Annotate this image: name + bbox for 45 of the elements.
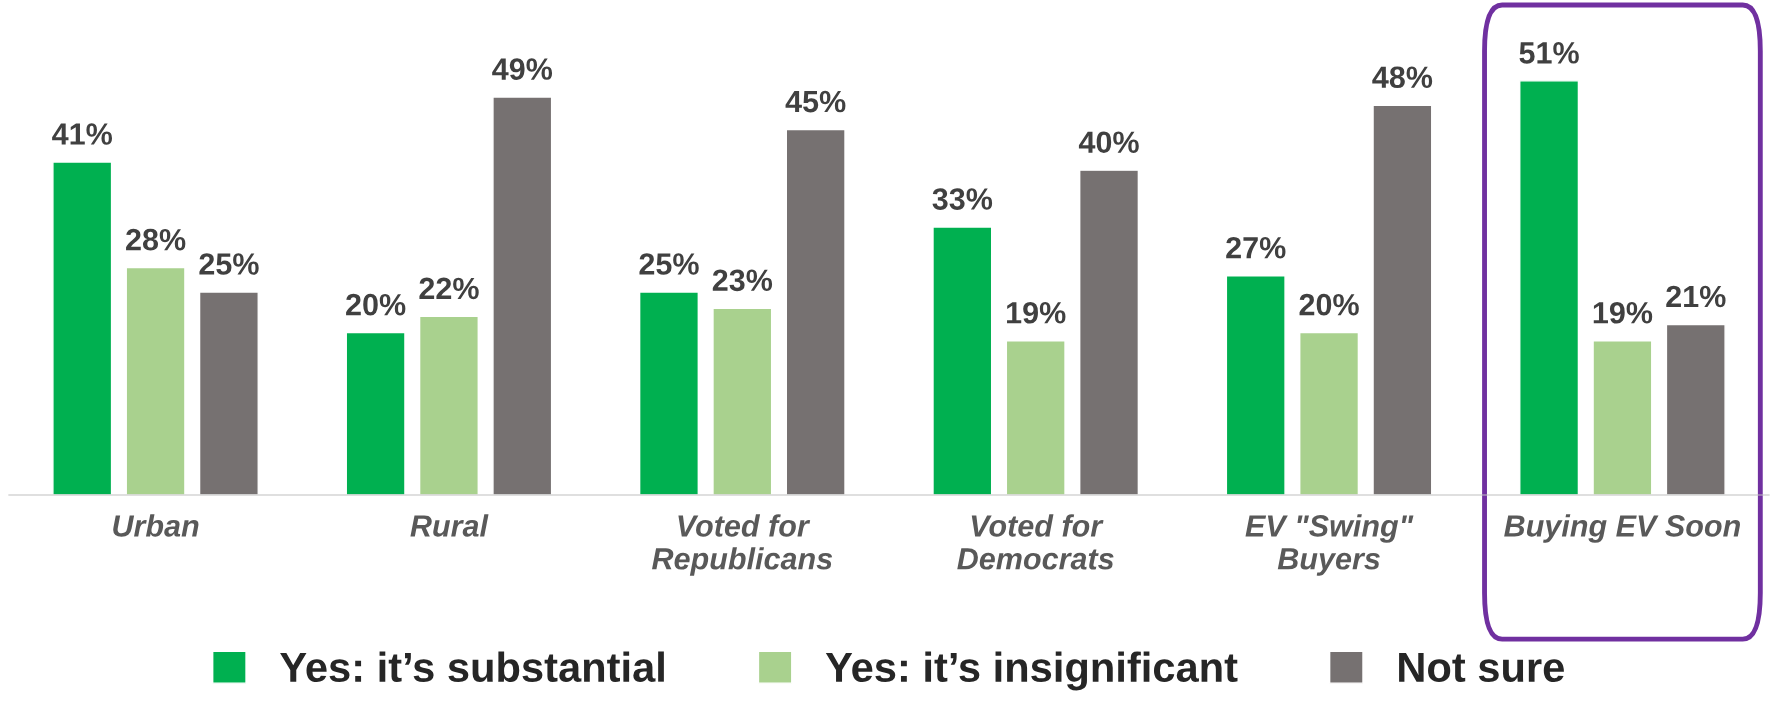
data-label: 40%: [1078, 131, 1139, 154]
legend-label: Yes: it’s insignificant: [825, 651, 1238, 691]
bar: [1665, 323, 1726, 496]
bar: [1372, 104, 1433, 496]
data-label: 48%: [1372, 66, 1433, 89]
bar: [1078, 169, 1140, 496]
bar: [198, 291, 259, 496]
bar: [1592, 340, 1653, 496]
data-label: 25%: [199, 253, 259, 275]
data-label: 27%: [1226, 236, 1286, 259]
bar: [932, 226, 993, 496]
data-label: 19%: [1593, 301, 1653, 324]
data-label: 41%: [52, 123, 113, 145]
data-label: 49%: [492, 58, 553, 80]
data-label: 28%: [126, 228, 186, 251]
data-label: 19%: [1007, 301, 1066, 324]
data-label: 45%: [785, 90, 846, 113]
data-label: 23%: [712, 269, 773, 292]
x-tick-label: Buying EV Soon: [1504, 514, 1740, 543]
data-label: 22%: [419, 277, 479, 300]
bar: [638, 291, 700, 496]
bar: [1225, 275, 1286, 496]
bar: [125, 266, 186, 496]
x-tick-label: Voted for Democrats: [957, 514, 1114, 570]
x-tick-label: Rural: [410, 514, 489, 537]
bar: [1005, 340, 1066, 496]
x-tick-label: Voted for Republicans: [652, 514, 833, 576]
bar: [418, 315, 479, 496]
data-label: 21%: [1666, 285, 1726, 308]
data-label: 20%: [1299, 293, 1359, 316]
data-label: 33%: [932, 188, 993, 210]
data-label: 25%: [639, 253, 699, 275]
data-label: 20%: [346, 293, 406, 316]
data-label: 51%: [1519, 42, 1579, 64]
bar: [712, 307, 773, 496]
bar: [492, 96, 553, 496]
legend-label: Yes: it’s substantial: [280, 651, 664, 683]
legend-label: Not sure: [1399, 653, 1564, 683]
bar: [52, 161, 113, 496]
bar: [785, 128, 846, 496]
bar: [345, 331, 406, 496]
bar: [1519, 80, 1580, 496]
x-tick-label: EV "Swing" Buyers: [1245, 514, 1414, 576]
x-tick-label: Urban: [113, 514, 199, 537]
bar: [1299, 331, 1360, 496]
